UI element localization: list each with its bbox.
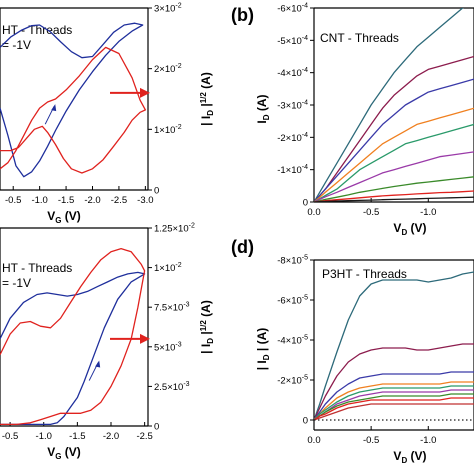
panel-c-y-tick-label: 0 [154, 422, 159, 433]
panel-b-annotation: CNT - Threads [320, 31, 399, 45]
panel-letter-d: (d) [231, 237, 254, 257]
panel-a-annotation: HT - Threads [2, 23, 72, 37]
panel-b-series-line [314, 176, 474, 202]
panel-b-x-axis-label: VD​ (V) [393, 221, 426, 237]
panel-a-blue-arrow-head [51, 104, 57, 112]
panel-d-x-tick-label: 0.0 [307, 435, 320, 446]
panel-c-annotation: = -1V [2, 276, 31, 290]
panel-a-x-axis-label: VG​ (V) [47, 209, 81, 225]
panel-b-y-tick-label: -2×10-4​ [277, 132, 308, 144]
panel-a-y-tick-label: 0 [154, 186, 159, 197]
panel-a-x-tick-label: -2.5 [111, 195, 127, 206]
panel-b-y-tick-label: -1×10-4​ [277, 164, 308, 176]
panel-d-y-tick-label: -8×10-5​ [277, 255, 308, 267]
panel-c-x-tick-label: -1.5 [69, 431, 85, 442]
panel-a-series-line [0, 46, 147, 174]
panel-b-series-line [314, 78, 474, 202]
panel-b-series-line [314, 190, 474, 202]
panel-a-red-arrow-head [140, 87, 150, 98]
panel-a: -0.5 -1.0 -1.5 -2.0 -2.5 -3.0 VG​ (V) 0 1×10-2​ 2… [0, 3, 215, 225]
panel-b-y-tick-label: -5×10-4​ [277, 35, 308, 47]
panel-c-y-tick-label: 7.5×10-3​ [154, 302, 190, 314]
panel-b-y-tick-label: 0 [303, 198, 308, 209]
panel-c-x-tick-label: -1.0 [36, 431, 52, 442]
panel-d-x-tick-label: -1.0 [420, 435, 436, 446]
panel-d-series-line [314, 389, 474, 421]
panel-c-y-tick-label: 1×10-2​ [154, 262, 182, 274]
panel-d-series-line [314, 397, 474, 421]
panel-c: -0.5 -1.0 -1.5 -2.0 -2.5 VG​ (V) 0 2.5×10-3​ 5×1… [0, 223, 215, 461]
panel-b-y-axis-label: ID​ (A) [255, 94, 271, 123]
panel-b-series-line [314, 151, 474, 202]
panel-d-x-tick-label: -0.5 [363, 435, 379, 446]
panel-d-series-line [314, 385, 474, 421]
panel-a-y-tick-label: 2×10-2​ [154, 63, 182, 75]
panel-a-annotation: = -1V [2, 38, 31, 52]
panel-letter-b: (b) [231, 5, 254, 25]
panel-d-y-tick-label: -2×10-5​ [277, 375, 308, 387]
panel-c-y-tick-label: 1.25×10-2​ [154, 223, 195, 235]
panel-c-y-tick-label: 5×10-3​ [154, 341, 182, 353]
panel-b-x-tick-label: -0.5 [363, 207, 379, 218]
panel-b-x-tick-label: -1.0 [420, 207, 436, 218]
panel-a-x-tick-label: -1.0 [31, 195, 47, 206]
panel-d-series-line [314, 271, 474, 421]
panel-b-y-tick-label: -4×10-4​ [277, 67, 308, 79]
panel-b-series-line [314, 55, 474, 202]
panel-a-x-tick-label: -0.5 [5, 195, 21, 206]
panel-b-series-line [314, 123, 474, 202]
panel-b-series-line [314, 8, 464, 202]
panel-c-y-tick-label: 2.5×10-3​ [154, 381, 190, 393]
panel-d-y-tick-label: 0 [303, 416, 308, 427]
panel-d-y-tick-label: -6×10-5​ [277, 295, 308, 307]
panel-c-x-tick-label: -0.5 [2, 431, 18, 442]
panel-d-series-line [314, 403, 474, 421]
panel-d-series-line [314, 393, 474, 421]
panel-b: 0.0 -0.5 -1.0 VD​ (V) 0 -1×10-4​ -2×10-4​ -3×10… [255, 3, 474, 237]
panel-c-series-line [0, 247, 146, 426]
panel-a-x-tick-label: -1.5 [58, 195, 74, 206]
panel-b-series-line [314, 196, 474, 202]
panel-d-y-axis-label: | ID​ | (A) [255, 328, 271, 371]
panel-b-y-tick-label: -3×10-4​ [277, 100, 308, 112]
panel-c-x-tick-label: -2.0 [103, 431, 119, 442]
panel-a-x-tick-label: -3.0 [137, 195, 153, 206]
panel-c-x-axis-label: VG​ (V) [47, 445, 81, 461]
panel-a-x-tick-label: -2.0 [84, 195, 100, 206]
panel-d: 0.0 -0.5 -1.0 VD​ (V) 0 -2×10-5​ -4×10-5​ -6×10… [255, 255, 474, 465]
panel-c-red-arrow-head [140, 333, 150, 344]
panel-c-y-axis-label: | ID​ |1/2​ (A) [199, 300, 215, 354]
panel-a-y-axis-label: | ID​ |1/2​ (A) [199, 72, 215, 126]
panel-c-x-tick-label: -2.5 [136, 431, 152, 442]
panel-d-annotation: P3HT - Threads [322, 267, 407, 281]
panel-a-series-line [0, 22, 144, 178]
panel-b-x-tick-label: 0.0 [307, 207, 320, 218]
panel-b-series-line [314, 107, 474, 202]
panel-d-x-axis-label: VD​ (V) [393, 449, 426, 465]
panel-d-series-line [314, 371, 474, 421]
panel-c-blue-arrow-head [95, 360, 101, 368]
panel-d-series-line [314, 381, 474, 421]
panel-c-annotation: HT - Threads [2, 261, 72, 275]
panel-a-y-tick-label: 3×10-2​ [154, 3, 182, 15]
panel-c-series-line [0, 271, 146, 426]
panel-d-y-tick-label: -4×10-5​ [277, 335, 308, 347]
panel-a-y-tick-label: 1×10-2​ [154, 124, 182, 136]
panel-b-y-tick-label: -6×10-4​ [277, 3, 308, 15]
panel-d-series-line [314, 343, 474, 421]
